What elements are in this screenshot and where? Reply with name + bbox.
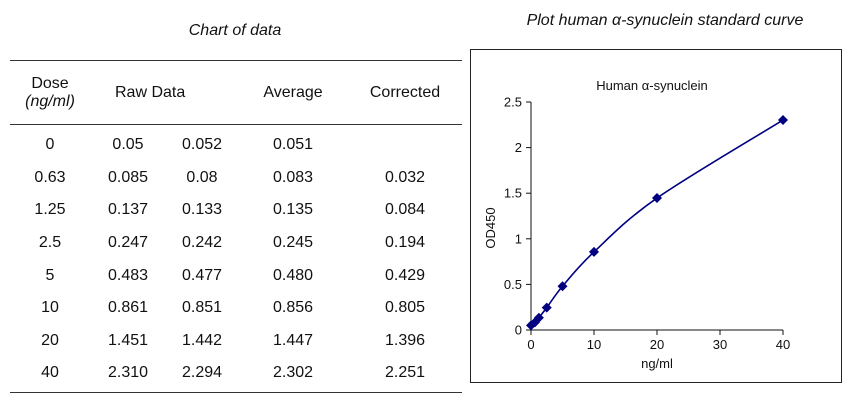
header-average: Average (238, 60, 348, 125)
fit-curve (530, 119, 784, 327)
cell-raw1: 2.310 (90, 357, 166, 393)
table-row: 1.25 0.137 0.133 0.135 0.084 (10, 194, 462, 227)
x-tick-label: 20 (650, 337, 664, 352)
cell-dose: 10 (41, 299, 59, 317)
cell-dose: 40 (10, 357, 90, 393)
cell-average: 0.245 (272, 234, 314, 252)
data-points-layer (526, 115, 788, 331)
cell-average: 2.302 (238, 357, 348, 393)
data-point (557, 281, 568, 292)
table-row: 0.63 0.085 0.08 0.083 0.032 (10, 162, 462, 195)
cell-raw2: 0.052 (181, 136, 223, 154)
cell-raw1: 0.05 (112, 136, 144, 154)
y-tick-label: 1 (515, 231, 522, 246)
x-tick-label: 0 (527, 337, 534, 352)
header-dose: Dose (ng/ml) (10, 60, 90, 125)
cell-raw1: 0.483 (107, 266, 149, 284)
cell-corrected: 0.084 (384, 201, 426, 219)
cell-raw1: 1.451 (107, 331, 149, 349)
cell-raw1: 0.247 (107, 234, 149, 252)
chart-section-title: Plot human α-synuclein standard curve (526, 12, 804, 29)
chart-frame: Human α-synuclein 0 10 20 30 40 0 0.5 1 1.5 2 2.5 … (470, 49, 842, 383)
data-table: Dose (ng/ml) Raw Data Average Corrected … (10, 60, 462, 393)
x-tick-label: 10 (587, 337, 601, 352)
y-tick-label: 0.5 (504, 277, 522, 292)
y-tick-label: 1.5 (504, 186, 522, 201)
data-point (778, 115, 788, 126)
table-row: 10 0.861 0.851 0.856 0.805 (10, 292, 462, 325)
cell-raw2: 0.477 (181, 266, 223, 284)
data-point (533, 312, 544, 323)
cell-average: 0.480 (272, 266, 314, 284)
y-tick-label: 0 (515, 323, 522, 338)
header-raw-data: Raw Data (90, 60, 238, 125)
cell-corrected: 0.429 (384, 266, 426, 284)
cell-average: 1.447 (272, 331, 314, 349)
cell-raw2: 1.442 (181, 331, 223, 349)
data-point (541, 302, 552, 313)
cell-dose: 0.63 (34, 168, 66, 186)
cell-corrected (348, 125, 462, 162)
cell-raw2: 0.133 (181, 201, 223, 219)
cell-average: 0.083 (272, 168, 314, 186)
cell-average: 0.051 (272, 136, 314, 154)
standard-curve-chart: Human α-synuclein 0 10 20 30 4000.511.522.5 … (483, 78, 790, 371)
chart-axes: 0 10 20 30 40 0 0.5 1 1.5 2 2.5 (504, 95, 790, 353)
table-header-row: Dose (ng/ml) Raw Data Average Corrected (10, 60, 462, 125)
table-title: Chart of data (188, 22, 282, 39)
cell-dose: 0 (45, 136, 55, 154)
cell-raw1: 0.861 (107, 299, 149, 317)
data-point (652, 193, 662, 204)
cell-dose: 5 (45, 266, 55, 284)
y-tick-label: 2.5 (504, 95, 522, 110)
x-tick-label: 30 (713, 337, 727, 352)
cell-raw2: 0.242 (181, 234, 223, 252)
cell-dose: 1.25 (34, 201, 66, 219)
table-row: 5 0.483 0.477 0.480 0.429 (10, 259, 462, 292)
header-corrected: Corrected (348, 60, 462, 125)
x-axis-label: ng/ml (641, 356, 673, 371)
cell-dose: 2.5 (38, 234, 62, 252)
cell-corrected: 1.396 (384, 331, 426, 349)
data-point (589, 246, 599, 257)
x-tick-label: 40 (776, 337, 790, 352)
cell-corrected: 0.032 (384, 168, 426, 186)
cell-corrected: 2.251 (348, 357, 462, 393)
y-tick-label: 2 (515, 140, 522, 155)
y-axis-label: OD450 (483, 207, 498, 248)
cell-raw1: 0.085 (107, 168, 149, 186)
header-dose-unit: (ng/ml) (25, 92, 75, 110)
cell-corrected: 0.805 (384, 299, 426, 317)
cell-raw1: 0.137 (107, 201, 149, 219)
chart-title: Human α-synuclein (596, 78, 708, 93)
cell-average: 0.856 (272, 299, 314, 317)
cell-corrected: 0.194 (384, 234, 426, 252)
cell-average: 0.135 (272, 201, 314, 219)
table-row: 0 0.05 0.052 0.051 (10, 125, 462, 162)
header-dose-label: Dose (31, 74, 69, 92)
table-row: 2.5 0.247 0.242 0.245 0.194 (10, 227, 462, 260)
fit-curve-layer (530, 119, 784, 327)
cell-dose: 20 (41, 331, 59, 349)
table-row: 40 2.310 2.294 2.302 2.251 (10, 357, 462, 393)
cell-raw2: 0.08 (186, 168, 218, 186)
table-row: 20 1.451 1.442 1.447 1.396 (10, 325, 462, 358)
cell-raw2: 0.851 (181, 299, 223, 317)
cell-raw2: 2.294 (166, 357, 238, 393)
